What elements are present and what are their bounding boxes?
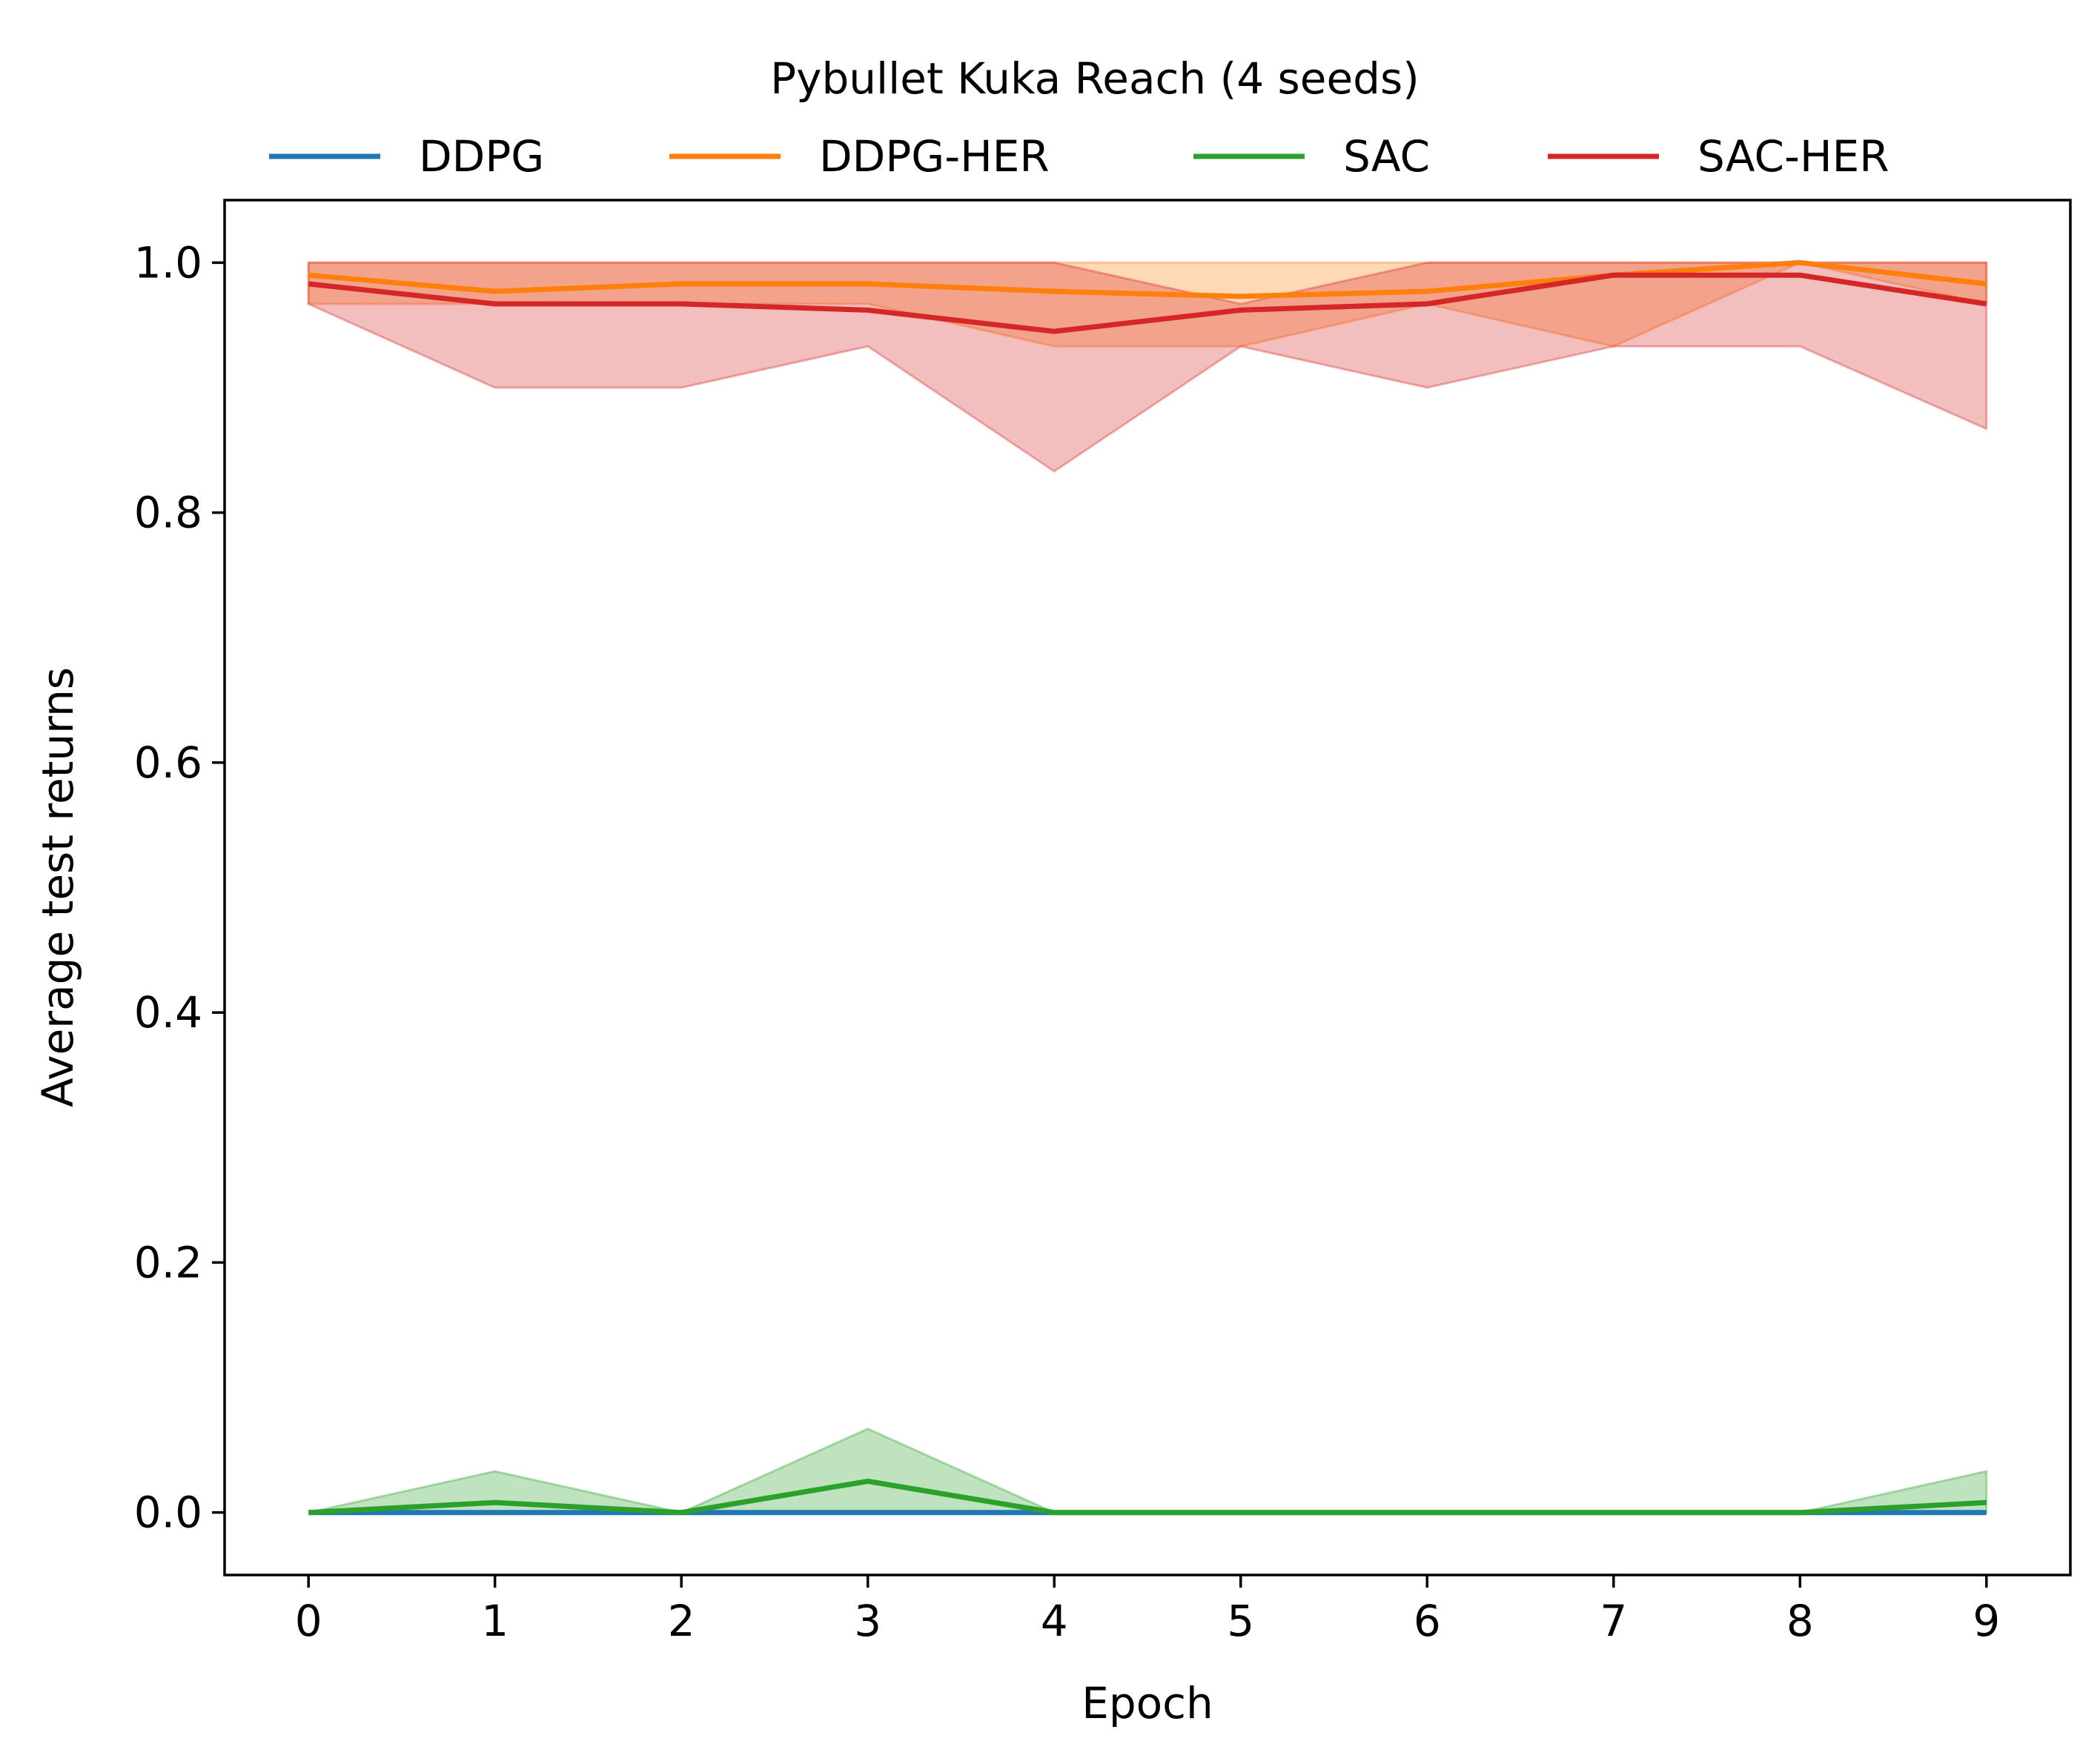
y-axis-label: Average test returns: [33, 667, 83, 1107]
x-tick-label: 3: [854, 1596, 881, 1646]
plot-frame: [223, 199, 2072, 1576]
legend-label: DDPG: [419, 131, 544, 182]
series-line-sac: [308, 1479, 1987, 1516]
y-tick-label: 0.8: [134, 488, 202, 538]
x-axis: 0 1 2 3 4 5 6 7 8 9: [295, 1575, 2000, 1646]
x-tick-label: 4: [1041, 1596, 1068, 1646]
x-tick-label: 7: [1600, 1596, 1627, 1646]
y-tick-label: 0.0: [134, 1488, 202, 1538]
band-sac-her: [307, 261, 1988, 473]
confidence-bands: [307, 261, 1988, 1514]
band-sac: [308, 1428, 1988, 1514]
y-axis: 0.0 0.2 0.4 0.6 0.8 1.0: [134, 237, 225, 1538]
x-tick-label: 1: [481, 1596, 509, 1646]
legend-item-sac-her: SAC-HER: [1548, 131, 1889, 182]
legend-item-ddpg-her: DDPG-HER: [669, 131, 1050, 182]
y-tick-label: 0.6: [134, 737, 202, 788]
legend-label: SAC-HER: [1697, 131, 1889, 182]
y-tick-label: 1.0: [134, 237, 202, 288]
x-tick-label: 6: [1414, 1596, 1441, 1646]
legend-label: SAC: [1343, 131, 1430, 182]
series-lines: [308, 259, 1987, 1516]
x-tick-label: 9: [1973, 1596, 2000, 1646]
series-line-sac-her: [308, 272, 1987, 334]
x-tick-label: 2: [668, 1596, 695, 1646]
x-tick-label: 5: [1227, 1596, 1254, 1646]
y-tick-label: 0.2: [134, 1237, 202, 1287]
y-tick-label: 0.4: [134, 987, 202, 1038]
legend-item-ddpg: DDPG: [269, 131, 544, 182]
x-tick-label: 8: [1786, 1596, 1814, 1646]
x-axis-label: Epoch: [1082, 1678, 1213, 1728]
chart-title: Pybullet Kuka Reach (4 seeds): [770, 53, 1420, 104]
legend: DDPG DDPG-HER SAC SAC-HER: [269, 131, 1889, 182]
legend-label: DDPG-HER: [819, 131, 1050, 182]
series-line-ddpg-her: [308, 259, 1987, 299]
legend-item-sac: SAC: [1193, 131, 1430, 182]
x-tick-label: 0: [295, 1596, 322, 1646]
